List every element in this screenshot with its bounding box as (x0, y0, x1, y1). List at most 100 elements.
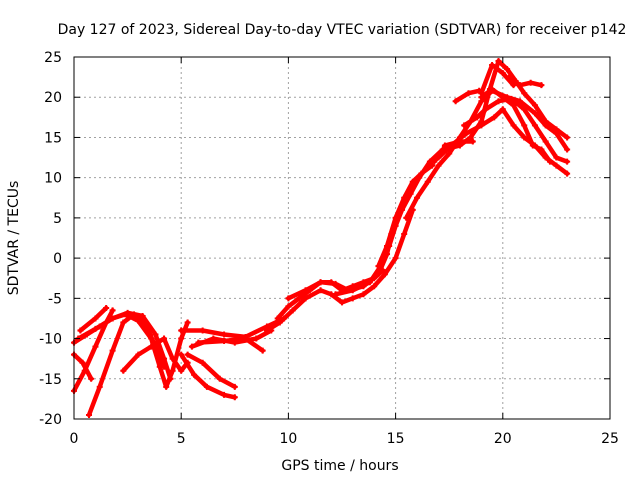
data-point (527, 79, 534, 86)
y-tick-label: 25 (44, 50, 62, 66)
data-point (135, 351, 142, 358)
data-point (317, 287, 324, 294)
data-point (178, 351, 185, 358)
data-point (178, 327, 185, 334)
data-point (564, 146, 571, 153)
data-point (199, 359, 206, 366)
data-point (259, 347, 266, 354)
data-point (516, 82, 523, 89)
series-line-sat-n (264, 207, 416, 333)
series-line-sat-s (431, 58, 570, 164)
y-axis-label: SDTVAR / TECUs (6, 181, 22, 296)
x-axis-label: GPS time / hours (281, 458, 398, 474)
data-point (139, 313, 146, 320)
data-point (446, 150, 453, 157)
x-tick-label: 5 (177, 431, 186, 447)
data-point (253, 335, 260, 342)
data-point (349, 287, 356, 294)
data-point (203, 383, 210, 390)
data-point (384, 243, 391, 250)
data-point (163, 383, 170, 390)
data-point (92, 315, 99, 322)
data-point (360, 291, 367, 298)
data-point (521, 90, 528, 97)
data-point (375, 263, 382, 270)
x-tick-label: 10 (279, 431, 297, 447)
data-point (221, 391, 228, 398)
data-point (474, 114, 481, 121)
data-point (476, 87, 483, 94)
data-point (401, 230, 408, 237)
data-point (409, 178, 416, 185)
data-point (529, 142, 536, 149)
data-point (169, 367, 176, 374)
y-tick-label: 5 (53, 211, 62, 227)
y-tick-label: 10 (44, 171, 62, 187)
data-point (564, 158, 571, 165)
data-point (77, 327, 84, 334)
x-tick-label: 20 (494, 431, 512, 447)
series-line-sat-v (461, 96, 570, 164)
data-point (103, 304, 110, 311)
data-point (332, 291, 339, 298)
x-tick-label: 15 (387, 431, 405, 447)
y-tick-label: 20 (44, 90, 62, 106)
data-point (553, 126, 560, 133)
data-point (510, 82, 517, 89)
data-point (302, 287, 309, 294)
data-point (302, 295, 309, 302)
chart-title: Day 127 of 2023, Sidereal Day-to-day VTE… (58, 22, 627, 38)
data-point (491, 114, 498, 121)
data-point (109, 347, 116, 354)
series-line-sat-i (178, 352, 238, 400)
data-point (435, 162, 442, 169)
series-line-sat-l (196, 336, 265, 353)
data-point (441, 142, 448, 149)
series-line-sat-x (479, 62, 516, 96)
data-point (332, 280, 339, 287)
data-point (553, 154, 560, 161)
y-tick-label: -20 (39, 412, 62, 428)
data-point (349, 295, 356, 302)
data-point (564, 134, 571, 141)
y-tick-label: -5 (48, 291, 62, 307)
data-point (424, 178, 431, 185)
data-point (285, 303, 292, 310)
data-point (231, 394, 238, 401)
data-point (499, 70, 506, 77)
data-point (86, 411, 93, 418)
data-point (499, 106, 506, 113)
data-point (482, 106, 489, 113)
y-tick-label: -15 (39, 372, 62, 388)
series-line-sat-f (76, 310, 173, 382)
data-point (508, 95, 515, 102)
series-line-sat-h (185, 352, 238, 390)
data-point (461, 122, 468, 129)
data-point (96, 383, 103, 390)
data-point (221, 337, 228, 344)
data-point (418, 170, 425, 177)
data-point (161, 355, 168, 362)
data-point (531, 122, 538, 129)
data-point (120, 319, 127, 326)
data-point (546, 158, 553, 165)
data-point (120, 367, 127, 374)
data-point (414, 194, 421, 201)
data-point (542, 138, 549, 145)
y-tick-label: 15 (44, 130, 62, 146)
data-point (429, 162, 436, 169)
x-tick-label: 25 (601, 431, 619, 447)
x-tick-label: 0 (70, 431, 79, 447)
data-point (231, 383, 238, 390)
data-point (195, 339, 202, 346)
data-point (521, 122, 528, 129)
data-point (221, 331, 228, 338)
series-group (71, 58, 571, 418)
data-point (392, 255, 399, 262)
data-point (553, 162, 560, 169)
data-point (495, 98, 502, 105)
data-point (184, 319, 191, 326)
data-point (216, 375, 223, 382)
data-point (148, 343, 155, 350)
